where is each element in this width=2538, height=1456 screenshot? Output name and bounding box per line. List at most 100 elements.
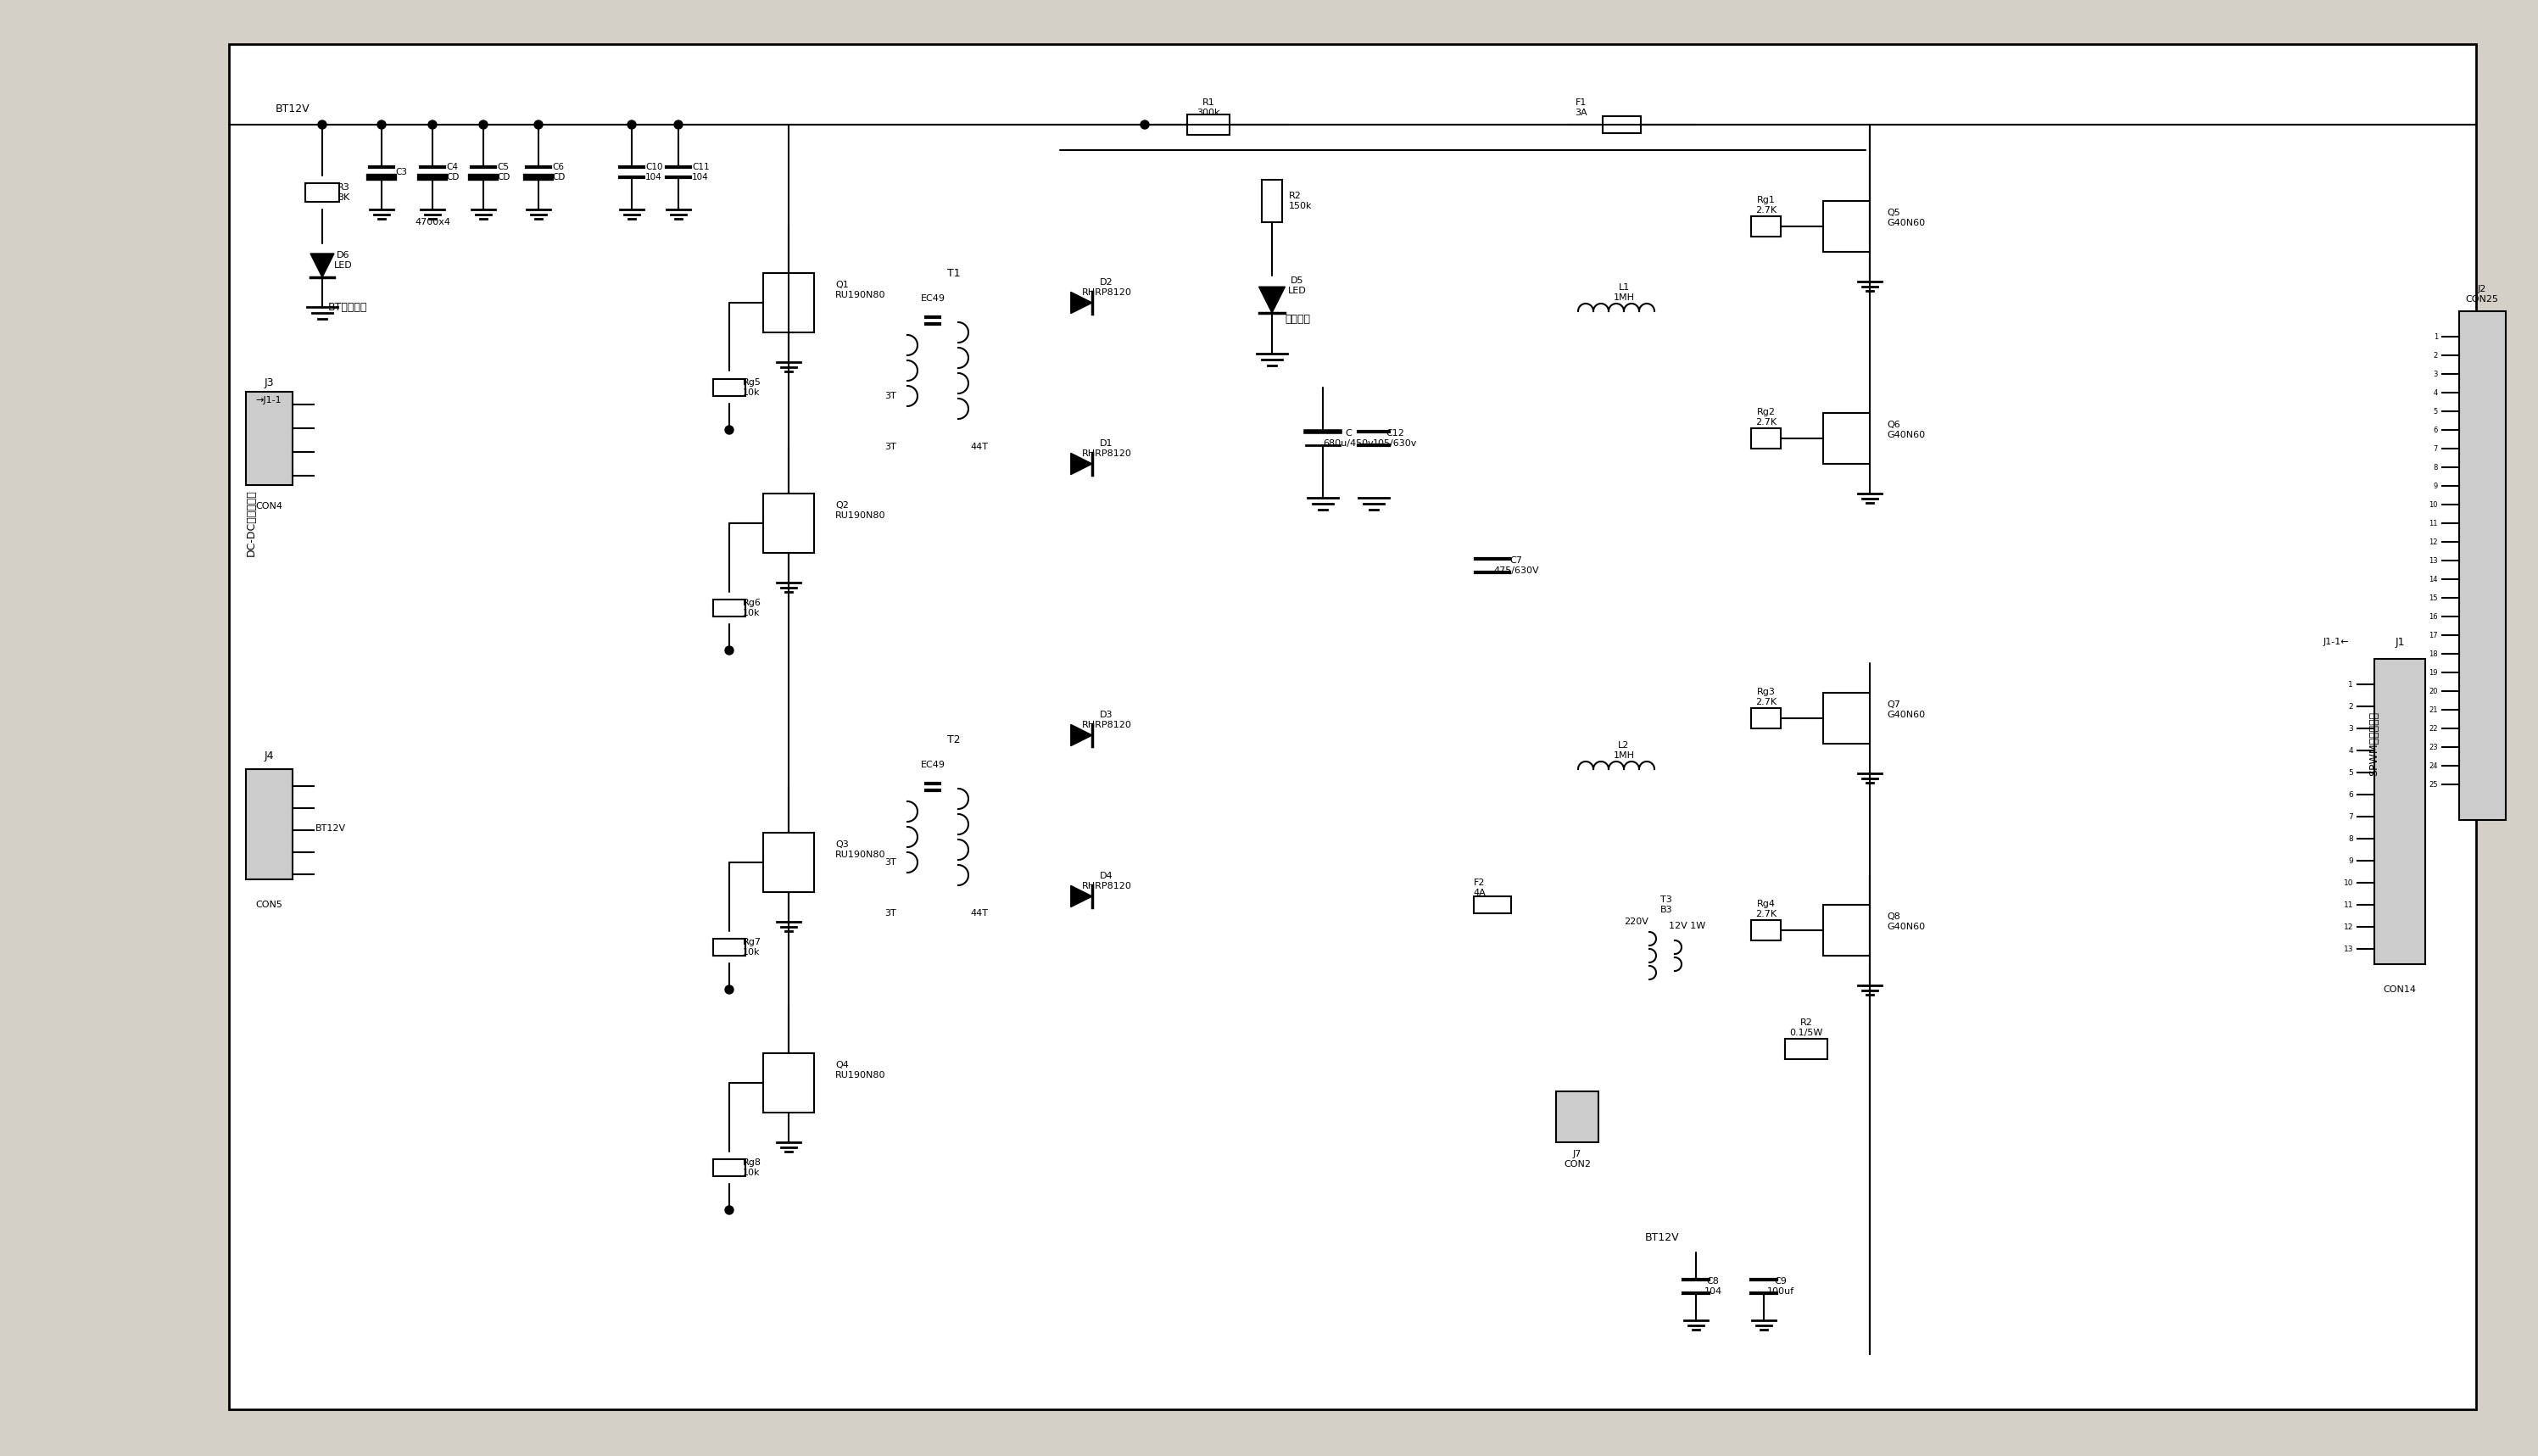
- Text: R2
0.1/5W: R2 0.1/5W: [1789, 1019, 1822, 1037]
- Text: Rg6
10k: Rg6 10k: [744, 598, 761, 617]
- Circle shape: [378, 121, 386, 130]
- Text: 14: 14: [2429, 575, 2439, 582]
- Circle shape: [480, 121, 487, 130]
- Circle shape: [726, 986, 733, 994]
- Text: 15: 15: [2429, 594, 2439, 601]
- Text: 10: 10: [2429, 501, 2439, 508]
- Text: 22: 22: [2429, 725, 2439, 732]
- Text: F2
4A: F2 4A: [1475, 878, 1485, 897]
- Text: 2: 2: [2434, 351, 2439, 360]
- Text: 12: 12: [2429, 539, 2439, 546]
- Text: 7: 7: [2434, 444, 2439, 453]
- Text: C7
475/630V: C7 475/630V: [1492, 556, 1538, 575]
- Text: 18: 18: [2429, 649, 2439, 658]
- Bar: [1261, 179, 1282, 223]
- Text: 1: 1: [2434, 333, 2439, 341]
- Text: 9: 9: [2348, 858, 2353, 865]
- Text: D5
LED: D5 LED: [1289, 277, 1307, 296]
- Text: F1
3A: F1 3A: [1576, 99, 1589, 116]
- Circle shape: [675, 121, 683, 130]
- Circle shape: [726, 425, 733, 434]
- Text: 5: 5: [2348, 769, 2353, 776]
- Text: 2: 2: [2348, 703, 2353, 711]
- Circle shape: [1140, 121, 1150, 130]
- Text: Q6
G40N60: Q6 G40N60: [1886, 421, 1924, 440]
- Text: 19: 19: [2429, 668, 2439, 676]
- Text: 220V: 220V: [1624, 917, 1650, 926]
- Bar: [764, 833, 815, 893]
- Circle shape: [726, 1206, 733, 1214]
- Text: C5
CD: C5 CD: [497, 163, 510, 182]
- Text: Rg7
10k: Rg7 10k: [744, 938, 761, 957]
- Text: 4: 4: [2434, 389, 2439, 396]
- Text: 25: 25: [2429, 780, 2439, 788]
- Bar: [305, 183, 340, 202]
- Text: Q8
G40N60: Q8 G40N60: [1886, 913, 1924, 930]
- Text: C3: C3: [396, 167, 406, 176]
- Text: T2: T2: [947, 734, 959, 745]
- Text: L1
1MH: L1 1MH: [1614, 284, 1634, 301]
- Text: C10
104: C10 104: [645, 163, 662, 182]
- Text: 高压指示: 高压指示: [1284, 314, 1310, 325]
- Polygon shape: [1071, 885, 1091, 907]
- Text: 3T: 3T: [886, 443, 896, 451]
- Text: 1: 1: [2348, 680, 2353, 689]
- Text: 20: 20: [2429, 687, 2439, 695]
- Text: Q7
G40N60: Q7 G40N60: [1886, 700, 1924, 719]
- Text: 9: 9: [2434, 482, 2439, 489]
- Bar: [246, 769, 292, 879]
- Text: 21: 21: [2429, 706, 2439, 713]
- Bar: [1784, 1038, 1827, 1059]
- Text: 13: 13: [2429, 556, 2439, 565]
- Text: D4
RHRP8120: D4 RHRP8120: [1081, 872, 1132, 890]
- Text: 11: 11: [2343, 901, 2353, 909]
- Text: J1: J1: [2396, 636, 2403, 648]
- Text: 7: 7: [2348, 812, 2353, 820]
- Text: 3: 3: [2348, 725, 2353, 732]
- Text: Rg8
10k: Rg8 10k: [744, 1159, 761, 1176]
- Text: 3T: 3T: [886, 909, 896, 917]
- Text: J1-1←: J1-1←: [2322, 638, 2348, 646]
- Text: 4700x4: 4700x4: [414, 218, 449, 227]
- Text: 3T: 3T: [886, 858, 896, 866]
- Text: 44T: 44T: [970, 443, 987, 451]
- Text: D6
LED: D6 LED: [335, 252, 353, 269]
- Text: Rg5
10k: Rg5 10k: [744, 379, 761, 396]
- Bar: [1601, 116, 1642, 132]
- Text: C12
105/630v: C12 105/630v: [1373, 430, 1416, 447]
- Text: 12: 12: [2343, 923, 2353, 930]
- Text: EC49: EC49: [921, 294, 944, 303]
- Polygon shape: [1071, 293, 1091, 313]
- Text: 12V 1W: 12V 1W: [1670, 922, 1706, 930]
- Bar: [1822, 201, 1871, 252]
- Text: CON4: CON4: [256, 502, 282, 511]
- Text: 4: 4: [2348, 747, 2353, 754]
- Text: J3: J3: [264, 377, 274, 389]
- Text: DC-DC升压板接口: DC-DC升压板接口: [246, 489, 256, 556]
- Bar: [713, 1159, 746, 1176]
- Text: T1: T1: [947, 268, 959, 278]
- Text: D3
RHRP8120: D3 RHRP8120: [1081, 711, 1132, 729]
- Bar: [246, 392, 292, 485]
- Text: D1
RHRP8120: D1 RHRP8120: [1081, 440, 1132, 457]
- Text: Rg1
2.7K: Rg1 2.7K: [1756, 197, 1777, 214]
- Bar: [1751, 217, 1782, 236]
- Text: R1
300k: R1 300k: [1198, 99, 1221, 116]
- Text: 11: 11: [2429, 520, 2439, 527]
- Bar: [1822, 693, 1871, 744]
- Text: C9
100uf: C9 100uf: [1766, 1277, 1794, 1296]
- Text: 23: 23: [2429, 743, 2439, 751]
- Text: C6
CD: C6 CD: [553, 163, 566, 182]
- Text: 3: 3: [2434, 370, 2439, 377]
- Text: 3T: 3T: [886, 392, 896, 400]
- Text: Q5
G40N60: Q5 G40N60: [1886, 208, 1924, 227]
- Text: 8: 8: [2434, 463, 2439, 472]
- Text: CON5: CON5: [256, 901, 282, 909]
- Text: Q2
RU190N80: Q2 RU190N80: [835, 501, 886, 520]
- Bar: [1475, 897, 1510, 913]
- Bar: [764, 1053, 815, 1112]
- Text: Q1
RU190N80: Q1 RU190N80: [835, 281, 886, 298]
- Bar: [713, 939, 746, 955]
- Text: 10: 10: [2343, 879, 2353, 887]
- Polygon shape: [310, 253, 335, 277]
